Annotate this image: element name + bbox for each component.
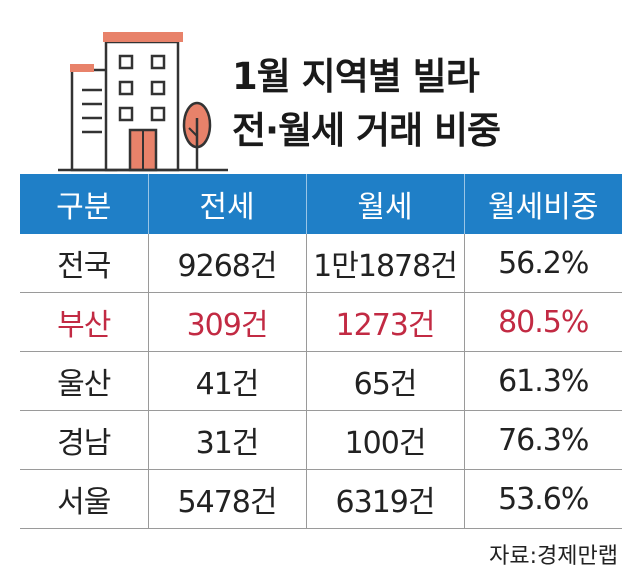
table-header-row: 구분 전세 월세 월세비중 (20, 174, 622, 234)
cell-wolse: 1273건 (305, 292, 464, 352)
header-wolse: 월세 (305, 174, 464, 234)
cell-wolse: 65건 (305, 351, 464, 411)
cell-jeonse: 9268건 (147, 234, 306, 293)
cell-ratio: 53.6% (463, 469, 622, 529)
cell-ratio: 56.2% (463, 234, 622, 293)
cell-region: 울산 (20, 351, 148, 411)
data-table: 구분 전세 월세 월세비중 전국 9268건 1만1878건 56.2% 부산 … (20, 174, 622, 529)
table-row: 서울 5478건 6319건 53.6% (20, 469, 622, 529)
header-jeonse: 전세 (147, 174, 306, 234)
table-row: 경남 31건 100건 76.3% (20, 410, 622, 470)
cell-wolse: 100건 (305, 410, 464, 470)
cell-jeonse: 41건 (147, 351, 306, 411)
table-row: 울산 41건 65건 61.3% (20, 351, 622, 411)
cell-region: 경남 (20, 410, 148, 470)
building-illustration (58, 32, 228, 172)
header-category: 구분 (56, 190, 112, 225)
title-line-1: 1월 지역별 빌라 (232, 55, 480, 98)
header-wolse-ratio: 월세비중 (463, 174, 622, 234)
cell-wolse: 6319건 (305, 469, 464, 529)
cell-ratio: 80.5% (463, 292, 622, 352)
cell-region: 서울 (20, 469, 148, 529)
page-title: 1월 지역별 빌라 전·월세 거래 비중 (232, 50, 501, 158)
cell-region: 전국 (20, 234, 148, 293)
table-row-highlighted: 부산 309건 1273건 80.5% (20, 292, 622, 352)
cell-ratio: 76.3% (463, 410, 622, 470)
tree-icon (182, 101, 212, 170)
cell-jeonse: 5478건 (147, 469, 306, 529)
cell-jeonse: 31건 (147, 410, 306, 470)
cell-region: 부산 (20, 292, 148, 352)
title-line-2: 전·월세 거래 비중 (232, 109, 501, 152)
source-note: 자료:경제만랩 (489, 544, 618, 569)
cell-wolse: 1만1878건 (305, 234, 464, 293)
table-row: 전국 9268건 1만1878건 56.2% (20, 234, 622, 293)
cell-ratio: 61.3% (463, 351, 622, 411)
cell-jeonse: 309건 (147, 292, 306, 352)
